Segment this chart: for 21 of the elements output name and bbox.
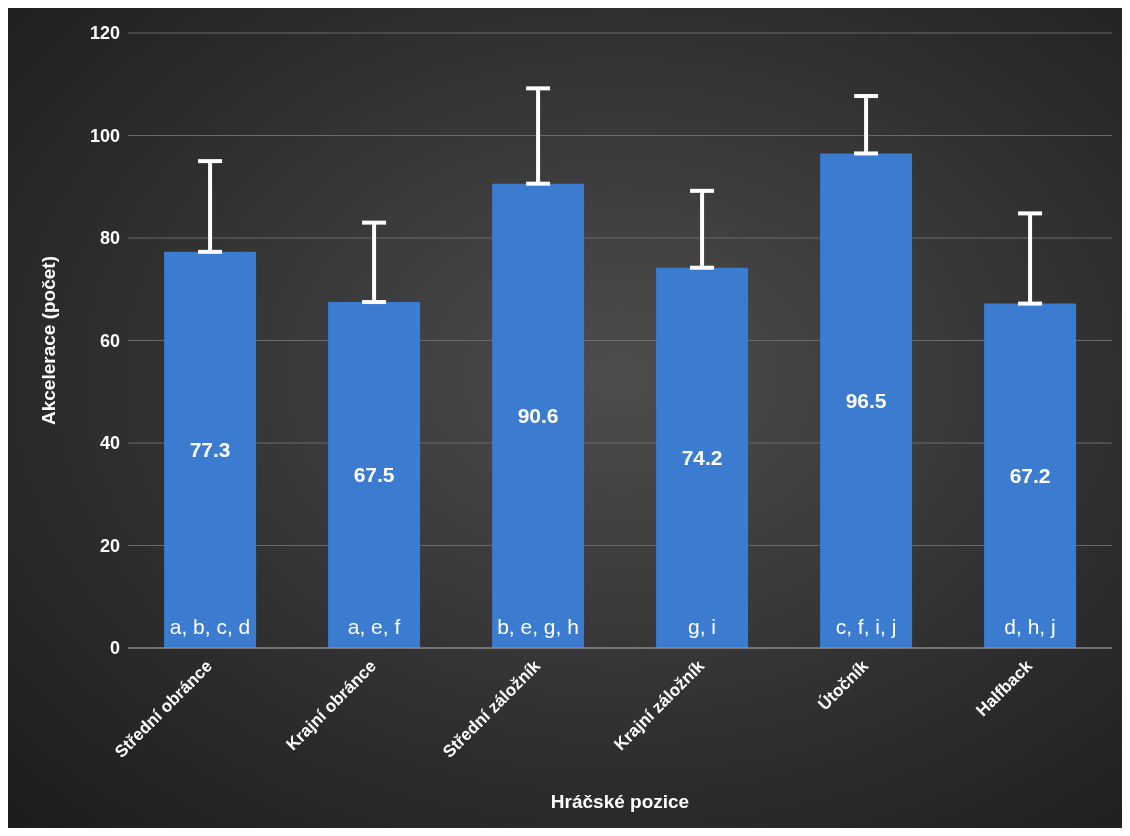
y-tick-label: 0 [109, 638, 120, 659]
y-tick-label: 40 [99, 433, 120, 454]
x-axis-title: Hráčské pozice [550, 791, 690, 812]
annotation: a, e, f [347, 615, 401, 638]
annotation: d, h, j [1004, 615, 1056, 638]
data-label: 67.5 [353, 463, 395, 487]
data-label: 67.2 [1009, 464, 1051, 488]
y-tick-label: 20 [99, 535, 120, 556]
annotation: a, b, c, d [169, 615, 251, 638]
y-tick-label: 120 [89, 23, 120, 44]
data-label: 74.2 [681, 446, 723, 470]
data-label: 90.6 [517, 404, 559, 428]
annotation: c, f, i, j [835, 615, 897, 638]
y-tick-label: 80 [99, 228, 120, 249]
data-label: 96.5 [845, 389, 887, 413]
annotation: g, i [687, 615, 717, 638]
data-label: 77.3 [189, 438, 231, 462]
y-tick-label: 60 [99, 330, 120, 351]
annotation: b, e, g, h [497, 615, 579, 638]
y-tick-label: 100 [89, 125, 120, 146]
y-axis-title: Akcelerace (počet) [37, 256, 59, 425]
